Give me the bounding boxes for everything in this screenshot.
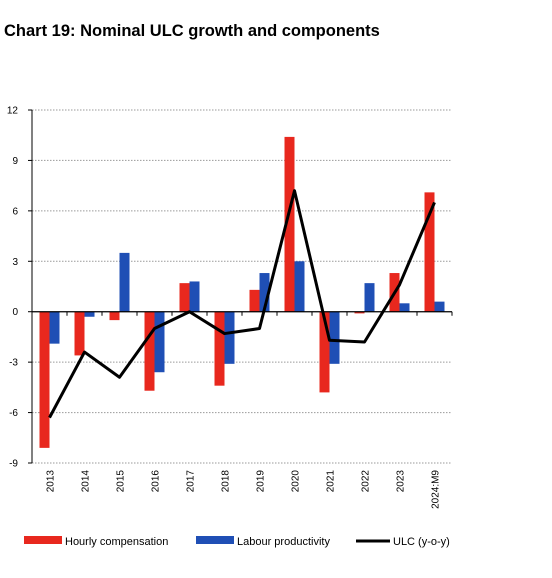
legend-label: Hourly compensation (65, 536, 168, 548)
y-tick-label: -6 (9, 408, 18, 419)
legend-label: ULC (y-o-y) (393, 536, 450, 548)
ulc-line-path (48, 189, 436, 419)
y-tick-label: -9 (9, 459, 18, 470)
y-tick-label: 3 (12, 257, 18, 268)
bars (39, 136, 445, 448)
hourly-compensation-bar (214, 311, 225, 386)
x-tick-label: 2020 (291, 470, 302, 493)
zero-axis (31, 311, 453, 316)
x-tick-label: 2014 (81, 470, 92, 493)
x-tick-label: 2023 (396, 470, 407, 493)
legend-labour-productivity: Labour productivity (196, 536, 330, 548)
legend-swatch (196, 536, 234, 544)
y-tick-label: -3 (9, 358, 18, 369)
y-tick-label: 0 (12, 307, 18, 318)
hourly-compensation-bar (74, 311, 85, 356)
y-axis: 12 9 6 3 0 -3 -6 -9 (7, 106, 33, 470)
x-axis-labels: 2013 2014 2015 2016 2017 2018 2019 2020 2021 2022… (46, 470, 442, 509)
legend: Hourly compensation Labour productivity UL… (24, 536, 450, 548)
x-tick-label: 2013 (46, 470, 57, 493)
x-tick-label: 2016 (151, 470, 162, 493)
labour-productivity-bar (329, 311, 340, 364)
labour-productivity-bar (84, 311, 95, 317)
hourly-compensation-bar (284, 136, 295, 312)
hourly-compensation-bar (354, 311, 365, 314)
hourly-compensation-bar (249, 289, 260, 312)
legend-label: Labour productivity (237, 536, 330, 548)
x-tick-label: 2022 (361, 470, 372, 493)
x-tick-label: 2019 (256, 470, 267, 493)
hourly-compensation-bar (319, 311, 330, 393)
x-tick-label: 2015 (116, 470, 127, 493)
labour-productivity-bar (189, 281, 200, 312)
labour-productivity-bar (119, 252, 130, 312)
labour-productivity-bar (364, 283, 375, 312)
y-tick-label: 12 (7, 106, 19, 117)
labour-productivity-bar (399, 303, 410, 312)
x-tick-label: 2017 (186, 470, 197, 493)
hourly-compensation-bar (179, 283, 190, 312)
hourly-compensation-bar (424, 192, 435, 312)
gridlines (32, 109, 452, 464)
hourly-compensation-bar (39, 311, 50, 448)
legend-ulc: ULC (y-o-y) (356, 536, 450, 548)
hourly-compensation-bar (144, 311, 155, 391)
labour-productivity-bar (224, 311, 235, 364)
ulc-line (48, 189, 436, 419)
y-tick-label: 9 (12, 156, 18, 167)
hourly-compensation-bar (109, 311, 120, 321)
legend-hourly-compensation: Hourly compensation (24, 536, 168, 548)
labour-productivity-bar (154, 311, 165, 373)
x-tick-label: 2021 (326, 470, 337, 493)
chart-title: Chart 19: Nominal ULC growth and compone… (4, 22, 380, 40)
labour-productivity-bar (49, 311, 60, 344)
y-tick-label: 6 (12, 206, 18, 217)
labour-productivity-bar (434, 301, 445, 312)
labour-productivity-bar (294, 261, 305, 312)
x-tick-label: 2024:M9 (431, 470, 442, 509)
x-tick-label: 2018 (221, 470, 232, 493)
labour-productivity-bar (259, 273, 270, 312)
legend-swatch (24, 536, 62, 544)
